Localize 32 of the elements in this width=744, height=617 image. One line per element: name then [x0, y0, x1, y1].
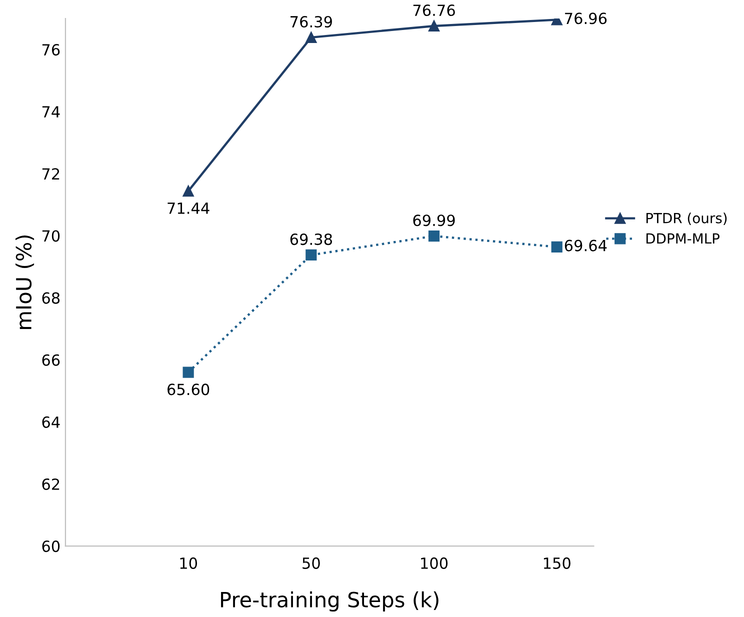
legend-label: DDPM-MLP — [646, 233, 720, 244]
y-tick-label: 70 — [42, 230, 60, 242]
data-label: 76.39 — [290, 16, 332, 28]
point — [428, 230, 440, 242]
point — [551, 241, 562, 252]
y-tick-label: 76 — [42, 44, 60, 56]
data-label: 76.76 — [413, 4, 455, 16]
y-tick-label: 62 — [42, 478, 60, 490]
y-tick-label: 60 — [42, 540, 60, 552]
x-axis-title: Pre-training Steps (k) — [221, 591, 438, 612]
y-axis-title: mIoU (%) — [15, 236, 34, 329]
point — [306, 32, 317, 43]
legend-label: PTDR (ours) — [646, 212, 727, 225]
y-tick-label: 64 — [42, 416, 60, 428]
point — [306, 249, 317, 261]
x-tick-label: 100 — [421, 557, 448, 569]
data-label: 69.99 — [413, 214, 455, 226]
x-tick-label: 50 — [302, 557, 320, 569]
y-tick-label: 68 — [42, 292, 60, 304]
data-label: 71.44 — [168, 202, 210, 214]
y-tick-label: 74 — [42, 106, 60, 118]
data-label: 69.64 — [564, 240, 607, 252]
data-label: 69.38 — [290, 234, 332, 246]
x-tick-label: 10 — [180, 557, 198, 569]
x-tick-label: 150 — [544, 557, 570, 569]
y-tick-label: 66 — [42, 354, 60, 366]
point — [182, 366, 194, 378]
point — [182, 185, 194, 197]
point — [428, 20, 440, 32]
y-tick-label: 72 — [42, 168, 60, 180]
data-label: 76.96 — [565, 12, 607, 24]
data-label: 65.60 — [168, 384, 210, 396]
